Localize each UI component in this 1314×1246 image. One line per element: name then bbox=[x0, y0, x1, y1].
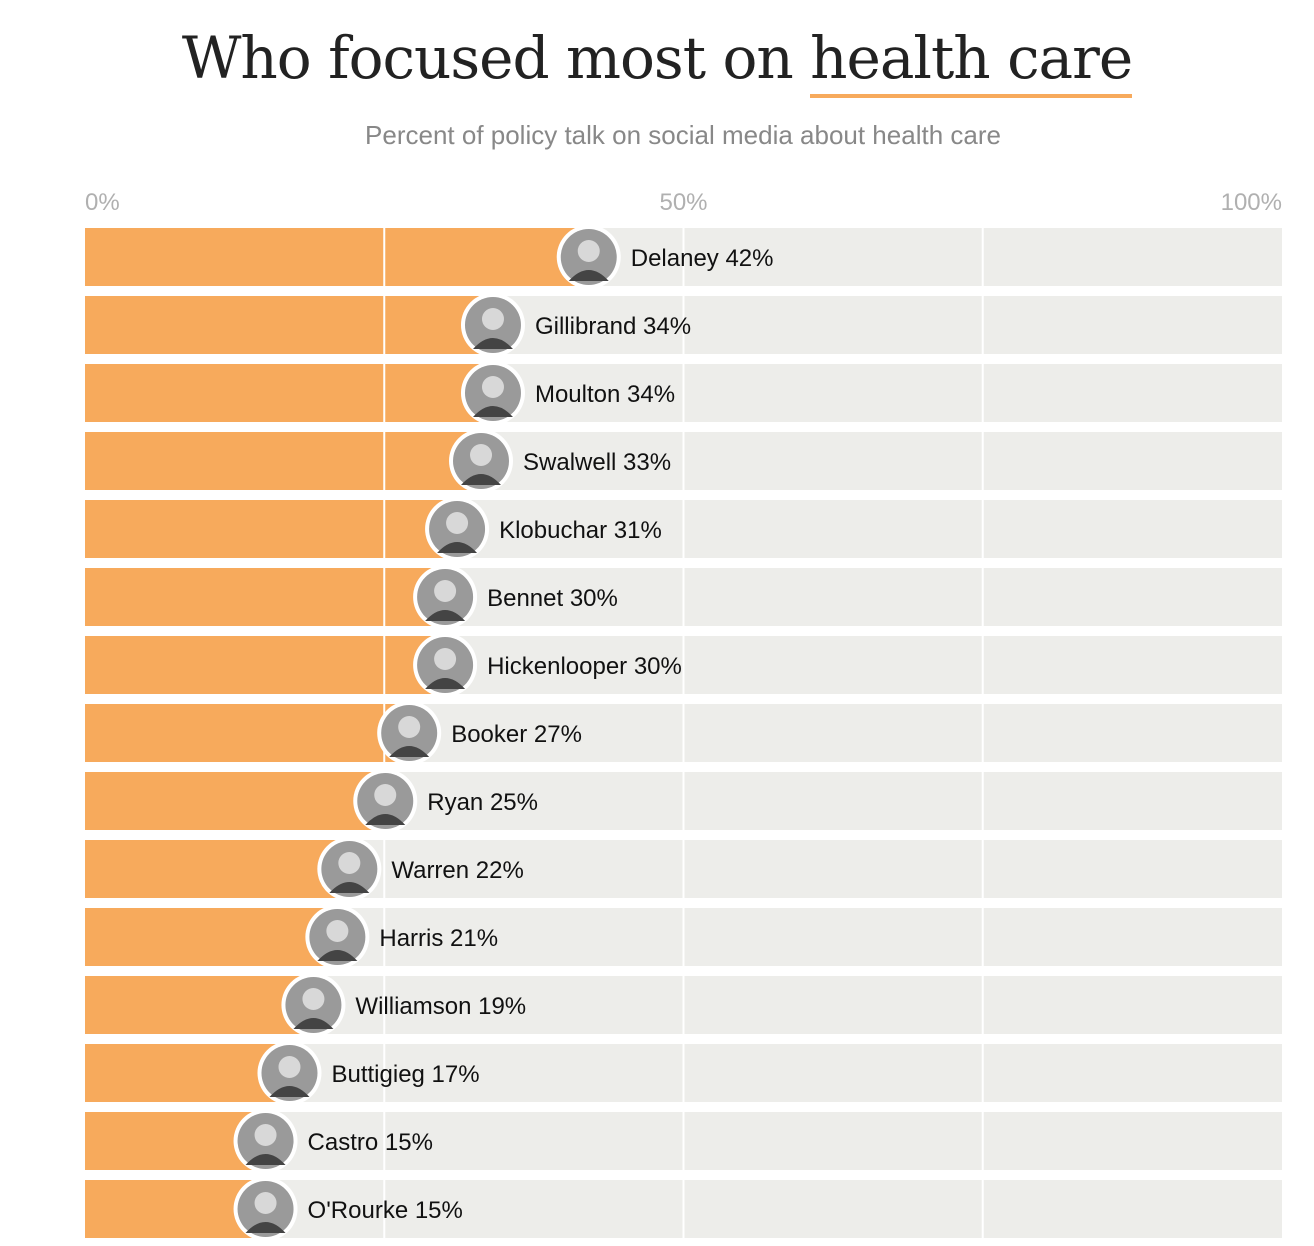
person-icon bbox=[254, 1124, 277, 1146]
bar bbox=[85, 976, 313, 1034]
bar bbox=[85, 840, 349, 898]
person-icon bbox=[481, 376, 504, 398]
bar-label: Moulton 34% bbox=[535, 381, 675, 408]
avatar bbox=[449, 429, 514, 493]
person-icon bbox=[254, 1192, 277, 1214]
avatar bbox=[305, 905, 370, 969]
x-tick-label: 50% bbox=[659, 189, 707, 216]
person-icon bbox=[398, 716, 421, 738]
bar bbox=[85, 704, 409, 762]
person-icon bbox=[326, 920, 349, 942]
person-shoulders-icon bbox=[365, 814, 406, 825]
bar-label: Booker 27% bbox=[451, 721, 582, 748]
person-icon bbox=[434, 648, 457, 670]
person-icon bbox=[338, 852, 361, 874]
avatar bbox=[556, 225, 621, 289]
bar-label: Williamson 19% bbox=[355, 993, 526, 1020]
person-shoulders-icon bbox=[245, 1222, 286, 1233]
bar-label: Ryan 25% bbox=[427, 789, 538, 816]
bar-label: Buttigieg 17% bbox=[331, 1061, 479, 1088]
person-shoulders-icon bbox=[329, 882, 370, 893]
person-shoulders-icon bbox=[437, 542, 478, 553]
bar-label: O'Rourke 15% bbox=[308, 1197, 463, 1224]
person-shoulders-icon bbox=[269, 1086, 310, 1097]
person-icon bbox=[446, 512, 469, 534]
chart-title: Who focused most on health care bbox=[0, 24, 1314, 98]
bar-label: Castro 15% bbox=[308, 1129, 433, 1156]
chart-subtitle: Percent of policy talk on social media a… bbox=[365, 120, 1001, 150]
avatar bbox=[413, 633, 478, 697]
bar-label: Bennet 30% bbox=[487, 585, 618, 612]
chart-title-highlight: health care bbox=[810, 24, 1133, 98]
bar-label: Hickenlooper 30% bbox=[487, 653, 682, 680]
bar bbox=[85, 1044, 289, 1102]
person-icon bbox=[374, 784, 397, 806]
x-tick-label: 100% bbox=[1221, 189, 1282, 216]
bar bbox=[85, 568, 445, 626]
person-icon bbox=[481, 308, 504, 330]
person-icon bbox=[434, 580, 457, 602]
bar-label: Delaney 42% bbox=[631, 245, 774, 272]
bar bbox=[85, 228, 588, 286]
bar-label: Swalwell 33% bbox=[523, 449, 671, 476]
bar-label: Harris 21% bbox=[379, 925, 498, 952]
bar bbox=[85, 772, 385, 830]
avatar bbox=[233, 1177, 298, 1241]
person-shoulders-icon bbox=[461, 474, 502, 485]
avatar bbox=[460, 293, 525, 357]
bar-label: Klobuchar 31% bbox=[499, 517, 662, 544]
avatar bbox=[281, 973, 346, 1037]
bar-label: Warren 22% bbox=[391, 857, 523, 884]
bar bbox=[85, 364, 492, 422]
person-icon bbox=[470, 444, 493, 466]
bar-label: Gillibrand 34% bbox=[535, 313, 691, 340]
bar bbox=[85, 908, 337, 966]
avatar bbox=[413, 565, 478, 629]
person-shoulders-icon bbox=[472, 406, 513, 417]
avatar bbox=[377, 701, 442, 765]
avatar bbox=[353, 769, 418, 833]
person-shoulders-icon bbox=[293, 1018, 334, 1029]
avatar bbox=[257, 1041, 322, 1105]
chart-title-main: Who focused most on bbox=[181, 24, 811, 92]
x-tick-label: 0% bbox=[85, 189, 120, 216]
avatar bbox=[233, 1109, 298, 1173]
person-icon bbox=[302, 988, 325, 1010]
person-icon bbox=[278, 1056, 301, 1078]
person-icon bbox=[577, 240, 600, 262]
person-shoulders-icon bbox=[317, 950, 358, 961]
bar bbox=[85, 636, 445, 694]
person-shoulders-icon bbox=[389, 746, 430, 757]
person-shoulders-icon bbox=[425, 678, 466, 689]
bar bbox=[85, 500, 457, 558]
person-shoulders-icon bbox=[472, 338, 513, 349]
avatar bbox=[425, 497, 490, 561]
bar bbox=[85, 296, 492, 354]
avatar bbox=[317, 837, 382, 901]
bar bbox=[85, 432, 481, 490]
person-shoulders-icon bbox=[245, 1154, 286, 1165]
person-shoulders-icon bbox=[425, 610, 466, 621]
avatar bbox=[460, 361, 525, 425]
person-shoulders-icon bbox=[568, 270, 609, 281]
